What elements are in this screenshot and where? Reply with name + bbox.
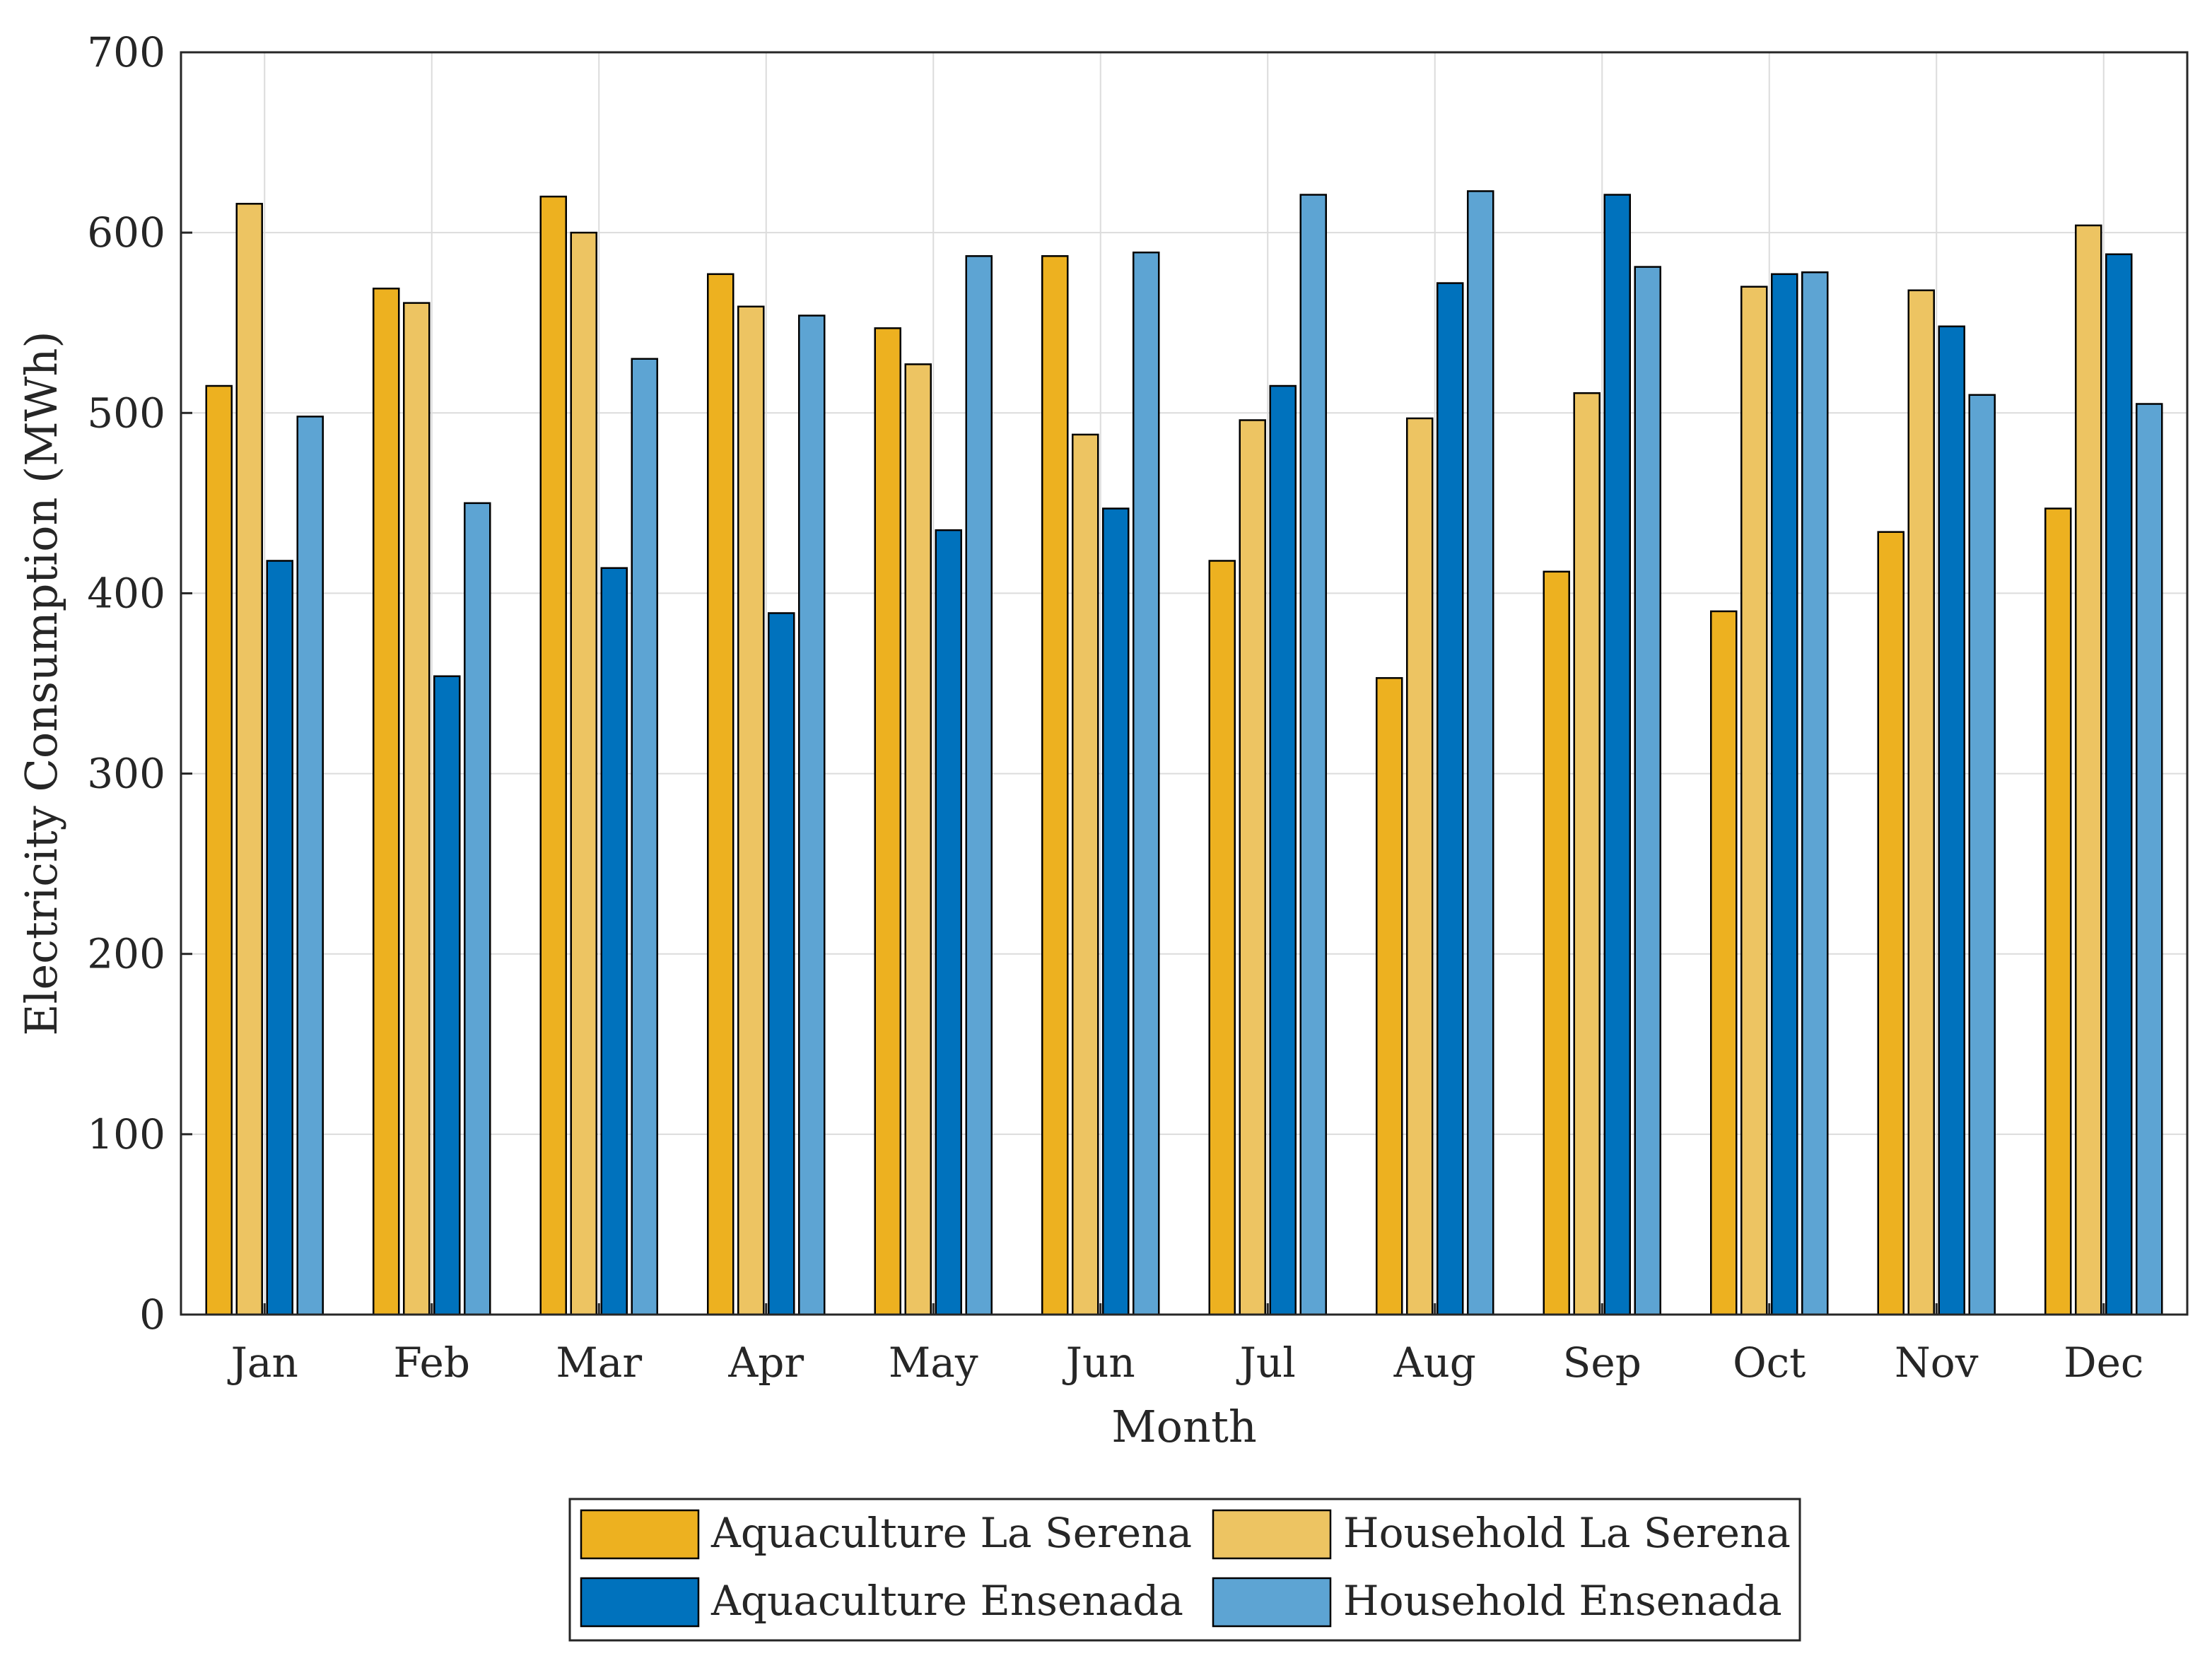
x-tick-label: May [889,1339,978,1387]
bar-household-la-serena-feb [403,302,431,1316]
bar-aquaculture-la-serena-may [874,327,901,1316]
bar-household-ensenada-mar [631,358,658,1316]
legend-swatch [580,1509,700,1560]
bar-household-ensenada-feb [464,502,491,1316]
bars-layer [205,190,2163,1316]
bar-aquaculture-ensenada-oct [1771,273,1798,1316]
y-axis-label: Electricity Consumption (MWh) [16,331,67,1035]
bar-household-la-serena-apr [737,305,765,1316]
legend-box [568,1498,1801,1642]
bar-household-ensenada-nov [1968,394,1996,1316]
grid-layer [181,52,2187,1315]
bar-aquaculture-la-serena-feb [373,287,400,1316]
bar-aquaculture-la-serena-jan [205,384,233,1316]
y-tick-label: 600 [87,208,165,257]
bar-aquaculture-la-serena-apr [707,273,735,1316]
x-tick-label: Jan [228,1339,298,1387]
x-tick-label: Nov [1895,1339,1979,1387]
bar-household-la-serena-nov [1907,289,1935,1316]
bar-aquaculture-ensenada-sep [1603,194,1631,1316]
legend-swatch [1212,1509,1332,1560]
bar-household-ensenada-apr [798,315,826,1316]
bar-aquaculture-la-serena-oct [1710,610,1738,1316]
bar-aquaculture-ensenada-feb [433,675,461,1316]
y-tick-label: 700 [87,28,165,76]
bar-household-la-serena-mar [570,231,597,1316]
bar-aquaculture-ensenada-jan [266,560,293,1316]
legend: Aquaculture La Serena Household La Serena… [568,1498,1801,1642]
legend-label: Aquaculture Ensenada [710,1577,1183,1625]
x-tick-label: Dec [2064,1339,2143,1387]
bar-household-la-serena-sep [1573,392,1601,1316]
x-tick-label: Apr [727,1339,804,1387]
x-tick-label: Jun [1063,1339,1135,1387]
bar-aquaculture-la-serena-jun [1041,255,1069,1316]
plot-area-frame [180,51,2189,1316]
bar-aquaculture-ensenada-jul [1269,384,1297,1316]
bar-aquaculture-la-serena-nov [1877,531,1904,1316]
x-tick-label: Oct [1733,1339,1806,1387]
bar-aquaculture-ensenada-apr [768,612,795,1316]
bar-household-ensenada-may [965,255,993,1316]
bar-aquaculture-ensenada-nov [1938,325,1965,1316]
bar-household-ensenada-jul [1299,194,1327,1316]
bar-household-ensenada-jan [296,416,324,1316]
bar-household-la-serena-aug [1406,417,1434,1316]
bar-aquaculture-ensenada-mar [600,567,628,1316]
legend-swatch [1212,1577,1332,1628]
x-tick-label: Sep [1563,1339,1642,1387]
y-tick-label: 500 [87,389,165,437]
bar-aquaculture-la-serena-dec [2044,507,2072,1316]
bar-aquaculture-la-serena-jul [1208,560,1236,1316]
bar-household-la-serena-dec [2075,224,2102,1316]
y-tick-label: 200 [87,930,165,978]
x-axis-label: Month [1111,1401,1257,1452]
x-tick-label: Aug [1393,1339,1476,1387]
bar-household-la-serena-jun [1072,433,1099,1316]
bar-household-la-serena-oct [1740,286,1768,1316]
bar-household-ensenada-oct [1801,271,1829,1316]
bar-household-la-serena-jan [235,203,263,1316]
bar-household-la-serena-jul [1239,419,1266,1316]
bar-aquaculture-la-serena-sep [1543,570,1570,1316]
bar-household-ensenada-aug [1467,190,1494,1316]
legend-label: Aquaculture La Serena [710,1509,1192,1557]
bar-aquaculture-ensenada-may [935,529,962,1316]
ticks-layer: 0 100 200 300 400 500 600 700 Jan Feb Mar Apr May Jun… [87,28,2143,1387]
bar-household-ensenada-dec [2136,403,2163,1316]
y-tick-label: 100 [87,1110,165,1158]
bar-aquaculture-la-serena-aug [1376,677,1403,1316]
bar-aquaculture-la-serena-mar [539,195,567,1316]
legend-label: Household La Serena [1343,1509,1791,1557]
x-tick-label: Mar [556,1339,642,1387]
y-tick-label: 400 [87,569,165,617]
bar-household-la-serena-may [904,363,932,1316]
bar-aquaculture-ensenada-aug [1436,282,1464,1316]
bar-aquaculture-ensenada-dec [2105,253,2133,1316]
bar-household-ensenada-sep [1634,266,1661,1316]
legend-label: Household Ensenada [1343,1577,1782,1625]
y-tick-label: 300 [87,750,165,798]
y-tick-label: 0 [139,1291,165,1339]
bar-household-ensenada-jun [1133,251,1160,1316]
x-tick-label: Feb [393,1339,470,1387]
x-tick-label: Jul [1236,1339,1296,1387]
legend-swatch [580,1577,700,1628]
bar-aquaculture-ensenada-jun [1102,507,1130,1316]
